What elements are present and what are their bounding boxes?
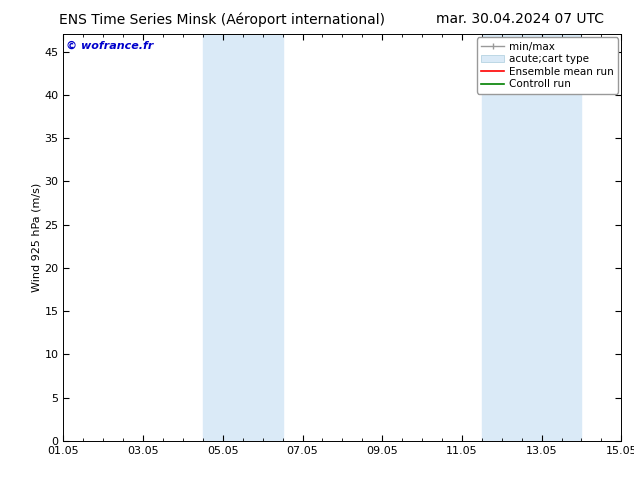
Y-axis label: Wind 925 hPa (m/s): Wind 925 hPa (m/s)	[32, 183, 42, 292]
Legend: min/max, acute;cart type, Ensemble mean run, Controll run: min/max, acute;cart type, Ensemble mean …	[477, 37, 618, 94]
Bar	[482, 34, 581, 441]
Bar	[203, 34, 283, 441]
Text: © wofrance.fr: © wofrance.fr	[66, 40, 153, 50]
Text: mar. 30.04.2024 07 UTC: mar. 30.04.2024 07 UTC	[436, 12, 604, 26]
Text: ENS Time Series Minsk (Aéroport international): ENS Time Series Minsk (Aéroport internat…	[59, 12, 385, 27]
